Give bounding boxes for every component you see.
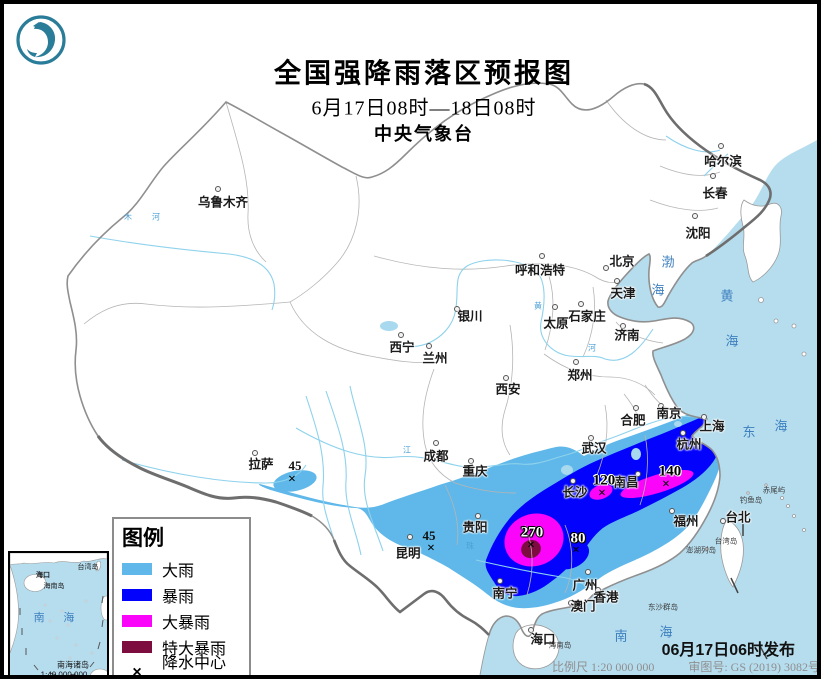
inset-map bbox=[9, 552, 112, 675]
approval-number: 审图号: GS (2019) 3082号 bbox=[688, 660, 820, 674]
china-rainfall-map bbox=[66, 82, 817, 675]
legend-item-label: 特大暴雨 bbox=[162, 641, 227, 658]
boundary-dashes bbox=[730, 524, 768, 660]
legend-item-label: 大雨 bbox=[162, 563, 195, 580]
legend-swatch bbox=[122, 589, 152, 601]
agency-name: 中央气象台 bbox=[374, 124, 474, 144]
legend-item-label: 降水中心值 bbox=[162, 655, 227, 672]
precip-center-marker: × bbox=[132, 664, 142, 679]
cma-logo-icon bbox=[16, 15, 66, 65]
rivers bbox=[89, 135, 729, 591]
legend-item-label: 暴雨 bbox=[162, 589, 195, 606]
inset-haikou-label: 海口 bbox=[36, 572, 50, 579]
lakes bbox=[380, 321, 682, 475]
heavy-rainstorm-blob-120 bbox=[589, 484, 613, 500]
vietnam-coast bbox=[479, 634, 490, 675]
south-china-sea-inset: 海口 海南岛 台湾岛 南 海 南海诸岛 1:40 000 000 bbox=[8, 551, 112, 679]
taiwan-island bbox=[720, 519, 744, 588]
legend-row: 大暴雨 bbox=[122, 608, 241, 634]
forecast-period: 6月17日08时—18日08时 bbox=[311, 97, 537, 120]
heavy-rainstorm-strip-140 bbox=[620, 469, 694, 499]
scale-text: 比例尺 1:20 000 000 bbox=[552, 660, 655, 674]
inset-hainan-label: 海南岛 bbox=[43, 583, 65, 590]
legend-swatch bbox=[122, 615, 152, 627]
legend-swatch bbox=[122, 563, 152, 575]
map-scale-line: 比例尺 1:20 000 000 审图号: GS (2019) 3082号 bbox=[552, 658, 820, 675]
thick-border-segments bbox=[96, 82, 772, 636]
legend-row: 大雨 bbox=[122, 556, 241, 582]
inset-sea-label: 南 海 bbox=[33, 612, 83, 624]
page-title: 全国强降雨落区预报图 bbox=[274, 58, 574, 89]
legend-row: 特大暴雨 bbox=[122, 634, 241, 660]
hainan-island bbox=[512, 624, 560, 670]
legend-item-label: 大暴雨 bbox=[162, 615, 211, 632]
rainstorm-blob-80 bbox=[552, 540, 590, 570]
heavy-rain-patch-tibet bbox=[273, 470, 317, 492]
legend-swatch bbox=[122, 641, 152, 653]
heavy-rain-area bbox=[258, 405, 725, 609]
inset-islands-label: 南海诸岛 bbox=[57, 660, 89, 670]
legend-row: 暴雨 bbox=[122, 582, 241, 608]
inset-taiwan-label: 台湾岛 bbox=[77, 564, 99, 571]
legend-row-marker: × 降水中心值 bbox=[122, 655, 241, 679]
province-boundaries bbox=[83, 99, 721, 596]
release-time: 06月17日06时发布 bbox=[661, 642, 795, 659]
inset-scale-label: 1:40 000 000 bbox=[40, 670, 88, 679]
heavy-rainstorm-blob-270 bbox=[504, 513, 564, 567]
legend-title: 图例 bbox=[122, 527, 164, 550]
